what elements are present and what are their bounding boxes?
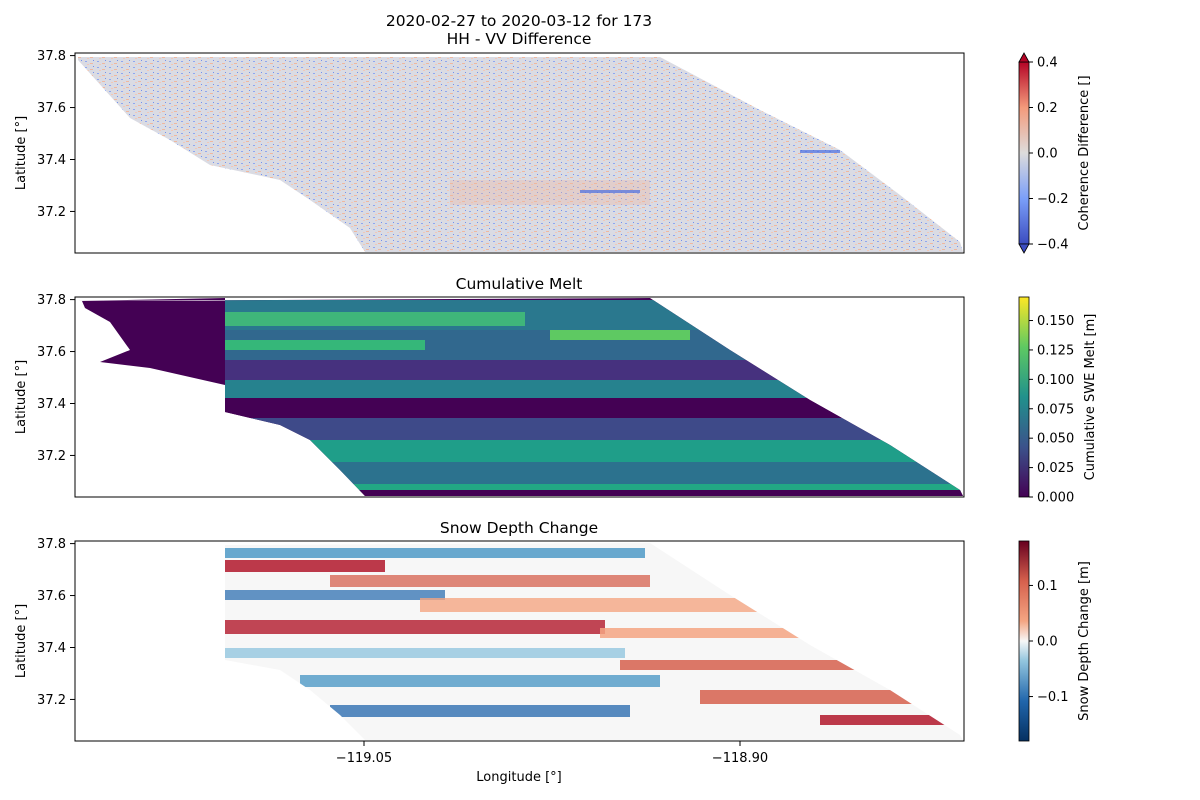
ytick-label: 37.6 — [37, 101, 66, 116]
colorbar-tick-label: 0.0 — [1037, 147, 1058, 162]
colorbar-tick-label: −0.1 — [1037, 690, 1069, 705]
ytick-label: 37.4 — [37, 397, 66, 412]
ytick-label: 37.8 — [37, 537, 66, 552]
panel-1-yaxis: 37.2 37.4 37.6 37.8 — [37, 49, 75, 220]
panel-hh-vv-difference: HH - VV Difference 37.2 37.4 37.6 37.8 Lati… — [14, 30, 1092, 254]
colorbar-tick-label: 0.050 — [1037, 432, 1074, 447]
xlabel: Longitude [°] — [476, 770, 561, 785]
panel-2-image-left — [82, 301, 225, 385]
ytick-label: 37.4 — [37, 153, 66, 168]
xtick-label: −119.05 — [336, 751, 392, 766]
panel-3-title: Snow Depth Change — [440, 519, 598, 537]
ytick-label: 37.6 — [37, 345, 66, 360]
colorbar-tick-label: 0.100 — [1037, 373, 1074, 388]
panel-3-frame — [74, 540, 965, 742]
colorbar-tick-label: 0.2 — [1037, 101, 1058, 116]
colorbar-tick-label: 0.075 — [1037, 402, 1074, 417]
colorbar-1-label: Coherence Difference [] — [1077, 75, 1092, 230]
figure-suptitle: 2020-02-27 to 2020-03-12 for 173 — [386, 12, 652, 30]
panel-1-frame — [74, 52, 965, 254]
colorbar-tick-label: 0.0 — [1037, 635, 1058, 650]
ytick-label: 37.2 — [37, 693, 66, 708]
ytick-label: 37.4 — [37, 641, 66, 656]
colorbar-tick-label: 0.125 — [1037, 343, 1074, 358]
panel-2-ylabel: Latitude [°] — [14, 360, 29, 434]
panel-2-title: Cumulative Melt — [456, 275, 583, 293]
colorbar-tick-label: 0.000 — [1037, 491, 1074, 506]
colorbar-1-bar — [1018, 61, 1030, 245]
panel-1-ylabel: Latitude [°] — [14, 116, 29, 190]
ytick-label: 37.6 — [37, 589, 66, 604]
panel-cumulative-melt: Cumulative Melt 37.2 37.4 37.6 37.8 Latitud… — [14, 275, 1098, 506]
colorbar-2-label: Cumulative SWE Melt [m] — [1083, 314, 1098, 481]
panel-snow-depth-change: Snow Depth Change 37.2 37.4 37.6 37.8 Latit… — [14, 519, 1092, 785]
ytick-label: 37.2 — [37, 205, 66, 220]
colorbar-1-ticks: −0.4 −0.2 0.0 0.2 0.4 — [1029, 56, 1069, 253]
ytick-label: 37.2 — [37, 449, 66, 464]
colorbar-1-extend-top — [1018, 52, 1030, 63]
panel-3-image — [225, 543, 963, 740]
colorbar-tick-label: 0.150 — [1037, 314, 1074, 329]
ytick-label: 37.8 — [37, 49, 66, 64]
colorbar-3-bar — [1018, 540, 1030, 742]
colorbar-2-ticks: 0.000 0.025 0.050 0.075 0.100 0.125 0.150 — [1029, 314, 1074, 506]
panel-1-image — [78, 57, 963, 252]
panel-2-frame — [74, 296, 965, 498]
colorbar-2-bar — [1018, 296, 1030, 498]
ytick-label: 37.8 — [37, 293, 66, 308]
panel-1-title: HH - VV Difference — [447, 30, 592, 48]
panel-2-yaxis: 37.2 37.4 37.6 37.8 — [37, 293, 75, 464]
colorbar-1-extend-bottom — [1018, 243, 1030, 254]
panel-3-yaxis: 37.2 37.4 37.6 37.8 — [37, 537, 75, 708]
colorbar-3-label: Snow Depth Change [m] — [1077, 561, 1092, 721]
xtick-label: −118.90 — [712, 751, 768, 766]
panel-3-ylabel: Latitude [°] — [14, 604, 29, 678]
colorbar-tick-label: 0.1 — [1037, 579, 1058, 594]
panel-3-xaxis: −119.05 −118.90 — [336, 741, 768, 766]
colorbar-tick-label: −0.2 — [1037, 192, 1069, 207]
colorbar-tick-label: −0.4 — [1037, 238, 1069, 253]
colorbar-tick-label: 0.4 — [1037, 56, 1058, 71]
colorbar-tick-label: 0.025 — [1037, 461, 1074, 476]
colorbar-3-ticks: −0.1 0.0 0.1 — [1029, 579, 1069, 705]
